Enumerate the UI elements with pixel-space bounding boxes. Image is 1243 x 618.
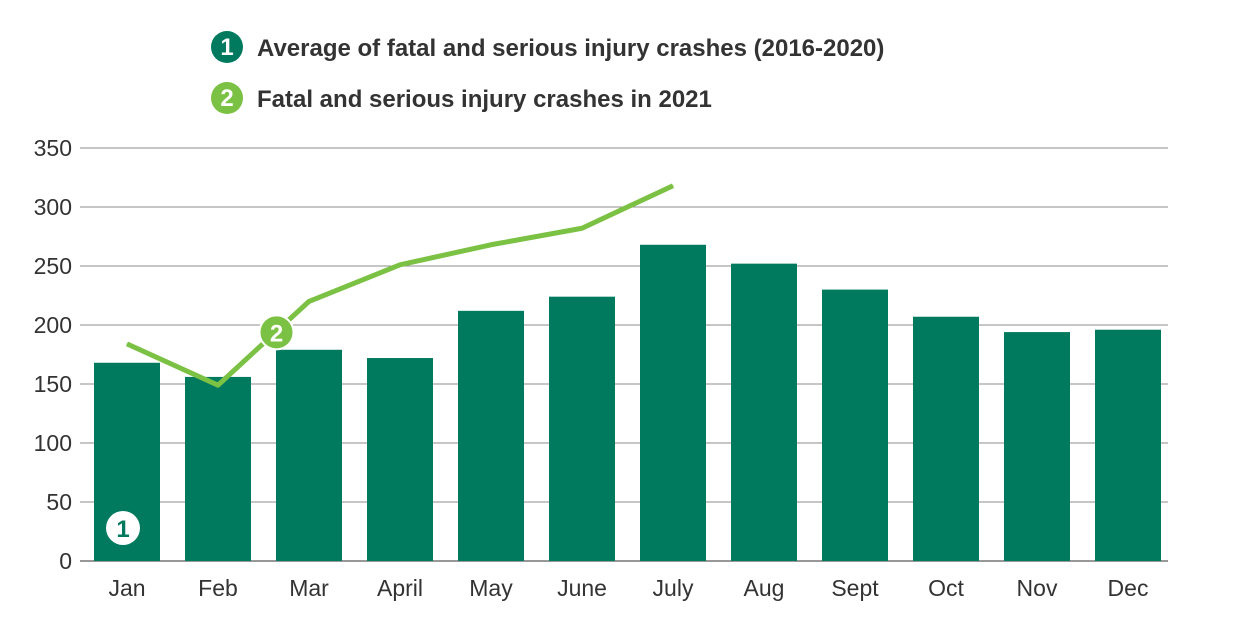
- y-axis: 0 50 100 150 200 250 300 350: [34, 135, 72, 574]
- y-tick-label-100: 100: [34, 430, 72, 456]
- x-tick-label-jan: Jan: [108, 575, 145, 601]
- x-tick-label-dec: Dec: [1108, 575, 1149, 601]
- legend-item-average: 1 Average of fatal and serious injury cr…: [211, 31, 884, 63]
- legend-badge-1: [211, 31, 243, 63]
- x-tick-label-mar: Mar: [289, 575, 329, 601]
- x-tick-label-sept: Sept: [831, 575, 879, 601]
- bar-oct: [913, 316, 979, 561]
- y-tick-label-200: 200: [34, 312, 72, 338]
- legend-badge-2: [211, 82, 243, 114]
- series-2-marker: [258, 314, 295, 351]
- line-series: [125, 183, 675, 388]
- line-point-april: [399, 264, 401, 266]
- bar-mar: [276, 349, 342, 561]
- bar-may: [458, 310, 524, 561]
- x-tick-label-oct: Oct: [928, 575, 964, 601]
- x-axis: Jan Feb Mar April May June July Aug Sept Oct Nov De…: [108, 575, 1148, 601]
- x-tick-label-july: July: [653, 575, 694, 601]
- x-tick-label-june: June: [557, 575, 607, 601]
- bar-april: [367, 358, 433, 561]
- line-point-may: [490, 244, 492, 246]
- bar-dec: [1095, 329, 1161, 561]
- x-tick-label-april: April: [377, 575, 423, 601]
- line-point-july: [672, 185, 674, 187]
- legend-label-2021: Fatal and serious injury crashes in 2021: [257, 86, 712, 113]
- legend-badge-2-number: 2: [220, 85, 233, 112]
- line-point-jan: [126, 343, 128, 345]
- bar-july: [640, 244, 706, 561]
- bars: [94, 244, 1161, 561]
- y-tick-label-300: 300: [34, 194, 72, 220]
- bar-sept: [822, 289, 888, 561]
- x-tick-label-nov: Nov: [1017, 575, 1058, 601]
- y-tick-label-250: 250: [34, 253, 72, 279]
- series-markers: 12: [106, 314, 295, 545]
- series-2-marker-number: 2: [270, 320, 283, 347]
- bar-nov: [1004, 332, 1070, 561]
- x-tick-label-feb: Feb: [198, 575, 238, 601]
- legend-label-average: Average of fatal and serious injury cras…: [257, 35, 884, 62]
- x-tick-label-may: May: [469, 575, 513, 601]
- legend-badge-1-number: 1: [220, 34, 233, 61]
- y-tick-label-350: 350: [34, 135, 72, 161]
- legend: 1 Average of fatal and serious injury cr…: [211, 31, 884, 114]
- y-tick-label-150: 150: [34, 371, 72, 397]
- series-1-marker-number: 1: [116, 516, 129, 543]
- line-point-mar: [308, 300, 310, 302]
- series-1-marker: [106, 511, 140, 545]
- x-tick-label-aug: Aug: [744, 575, 785, 601]
- bar-aug: [731, 263, 797, 561]
- y-tick-label-50: 50: [46, 489, 72, 515]
- line-point-june: [581, 227, 583, 229]
- bar-feb: [185, 376, 251, 561]
- bar-june: [549, 296, 615, 561]
- legend-item-2021: 2 Fatal and serious injury crashes in 20…: [211, 82, 712, 114]
- y-tick-label-0: 0: [59, 548, 72, 574]
- line-point-feb: [217, 384, 219, 386]
